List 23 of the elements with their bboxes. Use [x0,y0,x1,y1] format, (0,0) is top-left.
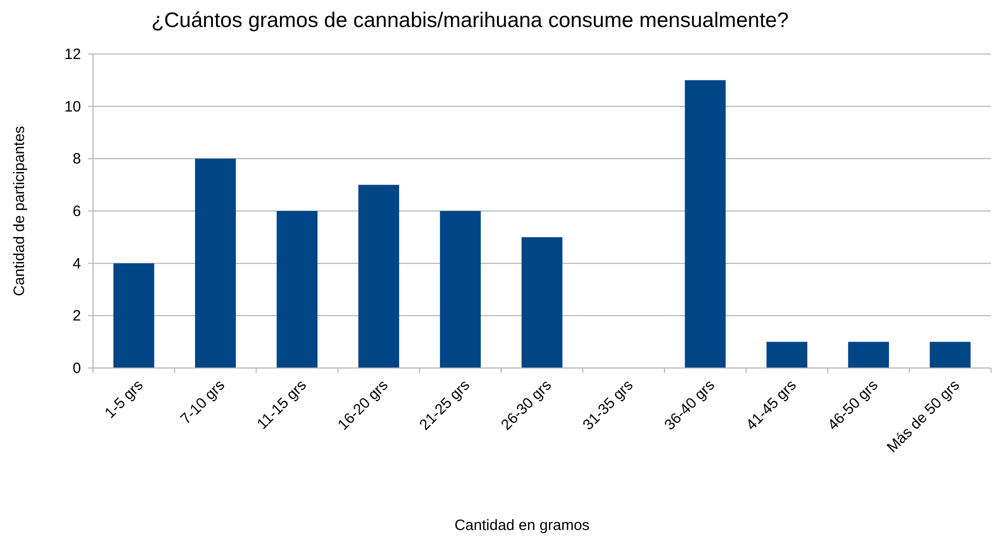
bar [848,342,889,368]
x-axis-title: Cantidad en gramos [454,517,590,534]
bar [195,158,236,368]
x-tick-label: 7-10 grs [177,376,228,428]
bar [522,237,562,368]
y-tick-label: 2 [72,308,81,325]
bar [766,342,808,368]
y-tick-label: 10 [64,98,81,116]
y-tick-label: 12 [64,46,81,63]
x-tick-label: Más de 50 grs [884,376,964,456]
y-tick-label: 0 [72,360,81,377]
bar [276,211,318,368]
bar [358,184,400,368]
y-tick-label: 4 [72,255,81,272]
x-tick-label: 1-5 grs [102,376,147,422]
chart-title: ¿Cuántos gramos de cannabis/marihuana consume mensualmente? [151,9,789,32]
y-axis-title: Cantidad de participantes [11,126,28,296]
y-tick-label: 6 [72,203,81,220]
bar [440,211,481,368]
y-tick-label: 8 [72,150,81,168]
bar [113,263,154,368]
bar [930,342,971,368]
bar [684,80,726,368]
